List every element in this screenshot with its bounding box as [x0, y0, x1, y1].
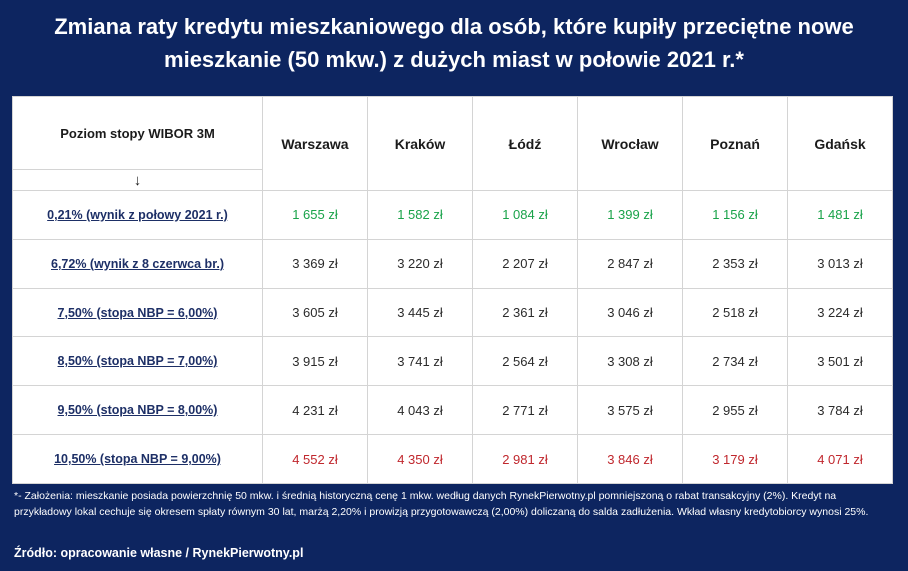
column-header-warszawa: Warszawa	[262, 96, 368, 191]
table-cell: 3 046 zł	[577, 287, 683, 338]
table-cell: 1 084 zł	[472, 190, 578, 240]
row-label: 0,21% (wynik z połowy 2021 r.)	[12, 190, 263, 240]
table-cell: 2 207 zł	[472, 238, 578, 289]
table-cell: 2 361 zł	[472, 287, 578, 338]
table-row: 9,50% (stopa NBP = 8,00%) 4 231 zł 4 043 z…	[12, 385, 893, 436]
table-cell: 3 605 zł	[262, 287, 368, 338]
rates-table: Poziom stopy WIBOR 3M Warszawa Kraków Łó…	[12, 96, 893, 484]
row-header-label: Poziom stopy WIBOR 3M	[12, 96, 263, 170]
table-cell: 2 771 zł	[472, 385, 578, 436]
table-cell: 1 481 zł	[787, 190, 893, 240]
table-cell: 2 518 zł	[682, 287, 788, 338]
table-row: 7,50% (stopa NBP = 6,00%) 3 605 zł 3 445 z…	[12, 287, 893, 338]
table-cell: 3 575 zł	[577, 385, 683, 436]
column-header-wroclaw: Wrocław	[577, 96, 683, 191]
table-cell: 1 582 zł	[367, 190, 473, 240]
table-cell: 2 955 zł	[682, 385, 788, 436]
table-cell: 3 308 zł	[577, 336, 683, 387]
header-arrow-row: ↓	[12, 169, 893, 191]
column-header-lodz: Łódź	[472, 96, 578, 191]
table-cell: 3 846 zł	[577, 434, 683, 484]
row-label: 7,50% (stopa NBP = 6,00%)	[12, 287, 263, 338]
table-cell: 3 224 zł	[787, 287, 893, 338]
table-cell: 3 915 zł	[262, 336, 368, 387]
row-label: 8,50% (stopa NBP = 7,00%)	[12, 336, 263, 387]
table-cell: 1 655 zł	[262, 190, 368, 240]
table-cell: 3 741 zł	[367, 336, 473, 387]
table-cell: 1 156 zł	[682, 190, 788, 240]
table-cell: 3 445 zł	[367, 287, 473, 338]
table-cell: 3 220 zł	[367, 238, 473, 289]
column-header-gdansk: Gdańsk	[787, 96, 893, 191]
footnote: *- Założenia: mieszkanie posiada powierz…	[14, 490, 869, 518]
page-title: Zmiana raty kredytu mieszkaniowego dla o…	[0, 10, 908, 76]
table-row: 0,21% (wynik z połowy 2021 r.) 1 655 zł 1 …	[12, 190, 893, 240]
table-cell: 4 350 zł	[367, 434, 473, 484]
column-header-krakow: Kraków	[367, 96, 473, 191]
header-row: Poziom stopy WIBOR 3M Warszawa Kraków Łó…	[12, 96, 893, 191]
table-cell: 2 734 zł	[682, 336, 788, 387]
table-cell: 4 071 zł	[787, 434, 893, 484]
table-cell: 4 552 zł	[262, 434, 368, 484]
table-cell: 3 179 zł	[682, 434, 788, 484]
title-line-1: Zmiana raty kredytu mieszkaniowego dla o…	[54, 14, 854, 39]
title-line-2: mieszkanie (50 mkw.) z dużych miast w po…	[164, 47, 744, 72]
row-label: 9,50% (stopa NBP = 8,00%)	[12, 385, 263, 436]
column-header-poznan: Poznań	[682, 96, 788, 191]
source-note: Źródło: opracowanie własne / RynekPierwo…	[14, 546, 304, 560]
down-arrow-icon: ↓	[12, 169, 263, 191]
table-cell: 2 353 zł	[682, 238, 788, 289]
table-row: 8,50% (stopa NBP = 7,00%) 3 915 zł 3 741 z…	[12, 336, 893, 387]
table-cell: 4 043 zł	[367, 385, 473, 436]
table-cell: 3 013 zł	[787, 238, 893, 289]
table-cell: 2 981 zł	[472, 434, 578, 484]
rates-table-container: Poziom stopy WIBOR 3M Warszawa Kraków Łó…	[12, 96, 893, 484]
table-row: 10,50% (stopa NBP = 9,00%) 4 552 zł 4 350 …	[12, 434, 893, 484]
table-cell: 3 501 zł	[787, 336, 893, 387]
table-body: 0,21% (wynik z połowy 2021 r.) 1 655 zł 1 …	[12, 190, 893, 484]
table-cell: 3 784 zł	[787, 385, 893, 436]
table-row: 6,72% (wynik z 8 czerwca br.) 3 369 zł 3 2…	[12, 238, 893, 289]
row-label: 10,50% (stopa NBP = 9,00%)	[12, 434, 263, 484]
table-cell: 4 231 zł	[262, 385, 368, 436]
table-cell: 3 369 zł	[262, 238, 368, 289]
row-label: 6,72% (wynik z 8 czerwca br.)	[12, 238, 263, 289]
table-cell: 2 564 zł	[472, 336, 578, 387]
table-cell: 2 847 zł	[577, 238, 683, 289]
table-cell: 1 399 zł	[577, 190, 683, 240]
